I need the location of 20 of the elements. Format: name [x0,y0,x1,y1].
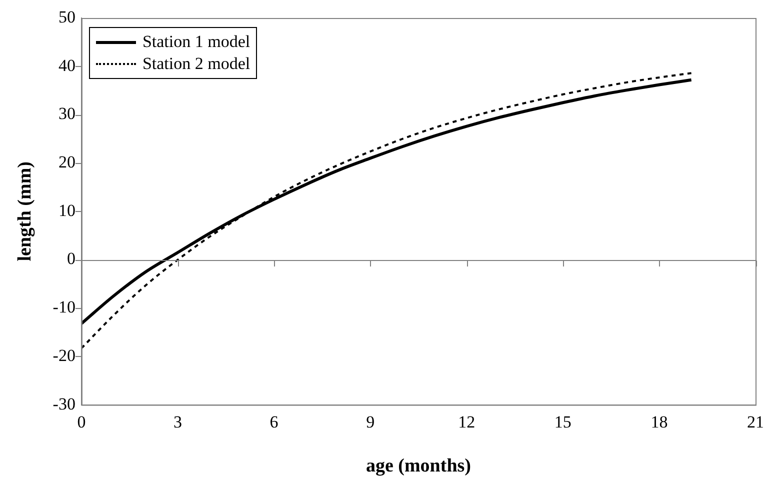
y-tick-label: 40 [58,56,76,75]
legend-label: Station 1 model [142,31,250,53]
y-tick-label: 30 [58,104,76,124]
y-tick-label: 50 [58,7,76,26]
y-tick-label: -30 [52,394,76,414]
y-tick-label: 10 [58,200,76,220]
x-tick-label: 6 [270,412,278,432]
x-tick-label: 9 [366,412,375,432]
x-tick-label: 21 [747,412,764,432]
y-tick-label: 20 [58,152,76,172]
legend-label: Station 2 model [142,53,250,75]
y-tick-label: -20 [52,346,76,365]
x-tick-label: 3 [174,412,182,432]
y-tick-label: 0 [66,249,76,268]
y-tick-label: -10 [52,298,76,317]
y-axis-title: length (mm) [14,162,36,262]
x-tick-label: 15 [554,412,572,432]
x-tick-label: 12 [458,412,476,432]
x-tick-label: 18 [650,412,668,432]
x-axis-title: age (months) [366,456,471,477]
